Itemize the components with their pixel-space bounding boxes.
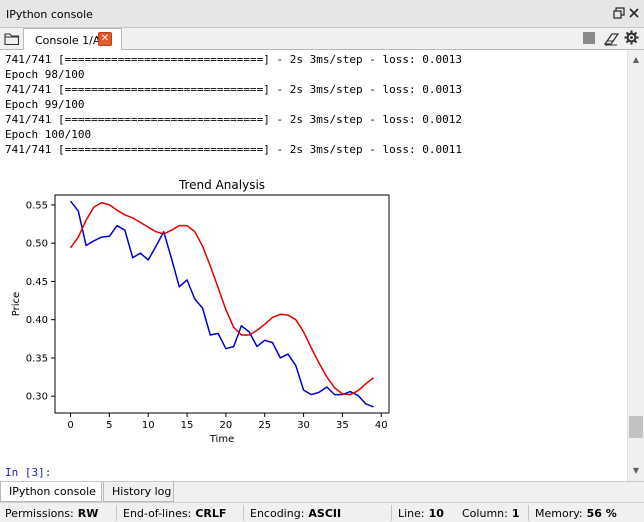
x-tick-label: 25	[258, 420, 271, 431]
status-bar: Permissions: RW End-of-lines: CRLF Encodin…	[0, 502, 644, 522]
status-value: 10	[428, 507, 444, 520]
x-axis-label: Time	[209, 434, 234, 445]
status-value: CRLF	[195, 507, 227, 520]
status-line: Line: 10	[398, 507, 444, 520]
y-tick-label: 0.55	[26, 200, 48, 211]
console-tab-bar: Console 1/A ✕	[0, 28, 644, 51]
status-permissions: Permissions: RW	[5, 507, 98, 520]
tab-console-1a[interactable]: Console 1/A ✕	[23, 28, 122, 51]
x-axis-ticks: 0 5 10 15 20 25 30 35 40	[67, 413, 388, 431]
console-line: Epoch 100/100	[5, 128, 92, 141]
y-tick-label: 0.40	[26, 315, 48, 326]
x-tick-label: 15	[181, 420, 194, 431]
status-label: Line:	[398, 507, 425, 520]
status-value: ASCII	[308, 507, 342, 520]
console-line: Epoch 98/100	[5, 68, 85, 81]
status-column: Column: 1	[462, 507, 520, 520]
console-line: 741/741 [==============================]…	[5, 113, 462, 126]
status-divider	[243, 505, 244, 521]
pane-close-icon[interactable]	[628, 7, 640, 19]
tab-ipython-console[interactable]: IPython console	[0, 482, 102, 502]
x-tick-label: 40	[375, 420, 388, 431]
pane-title-bar: IPython console	[0, 0, 644, 28]
status-label: Permissions:	[5, 507, 74, 520]
stop-icon[interactable]	[583, 32, 595, 44]
close-icon[interactable]: ✕	[98, 32, 112, 46]
console-line: 741/741 [==============================]…	[5, 143, 462, 156]
undock-icon[interactable]	[613, 7, 625, 19]
scroll-up-icon[interactable]: ▲	[632, 55, 640, 64]
status-value: 56 %	[586, 507, 617, 520]
x-tick-label: 20	[220, 420, 233, 431]
status-label: End-of-lines:	[123, 507, 192, 520]
status-label: Encoding:	[250, 507, 305, 520]
status-value: 1	[511, 507, 520, 520]
status-divider	[391, 505, 392, 521]
scroll-down-icon[interactable]: ▼	[632, 466, 640, 475]
gear-icon[interactable]	[624, 30, 639, 45]
pane-title: IPython console	[6, 8, 93, 21]
series-line-1	[69, 200, 374, 408]
console-scrollbar[interactable]: ▲ ▼	[627, 50, 644, 481]
console-line: 741/741 [==============================]…	[5, 83, 462, 96]
status-memory: Memory: 56 %	[535, 507, 617, 520]
y-tick-label: 0.45	[26, 277, 48, 288]
input-prompt[interactable]: In [3]:	[5, 466, 52, 479]
chart-title: Trend Analysis	[178, 178, 265, 192]
y-tick-label: 0.30	[26, 392, 48, 403]
status-divider	[116, 505, 117, 521]
eraser-icon[interactable]	[603, 31, 620, 46]
status-value: RW	[77, 507, 99, 520]
status-eol: End-of-lines: CRLF	[123, 507, 226, 520]
y-axis-label: Price	[11, 292, 22, 316]
x-tick-label: 0	[67, 420, 73, 431]
series-line-2	[69, 201, 374, 396]
trend-analysis-chart: Trend Analysis 0 5 10 15 20 25 30 35 40 0.30 0.35…	[11, 178, 390, 445]
x-tick-label: 35	[336, 420, 349, 431]
y-tick-label: 0.50	[26, 239, 48, 250]
y-axis-ticks: 0.30 0.35 0.40 0.45 0.50 0.55	[26, 200, 55, 403]
y-tick-label: 0.35	[26, 353, 48, 364]
folder-icon[interactable]	[4, 31, 20, 46]
tab-history-log[interactable]: History log	[103, 482, 174, 502]
x-tick-label: 30	[297, 420, 310, 431]
status-encoding: Encoding: ASCII	[250, 507, 341, 520]
status-label: Memory:	[535, 507, 583, 520]
console-line: 741/741 [==============================]…	[5, 53, 462, 66]
status-divider	[528, 505, 529, 521]
console-line: Epoch 99/100	[5, 98, 85, 111]
plot-area	[54, 194, 390, 414]
x-tick-label: 5	[106, 420, 112, 431]
tab-label: Console 1/A	[35, 34, 101, 47]
chart-series	[69, 200, 374, 408]
console-output[interactable]: 741/741 [==============================]…	[0, 50, 627, 481]
bottom-tab-bar: IPython console History log	[0, 481, 644, 502]
x-tick-label: 10	[142, 420, 155, 431]
scrollbar-thumb[interactable]	[629, 416, 643, 438]
status-label: Column:	[462, 507, 508, 520]
